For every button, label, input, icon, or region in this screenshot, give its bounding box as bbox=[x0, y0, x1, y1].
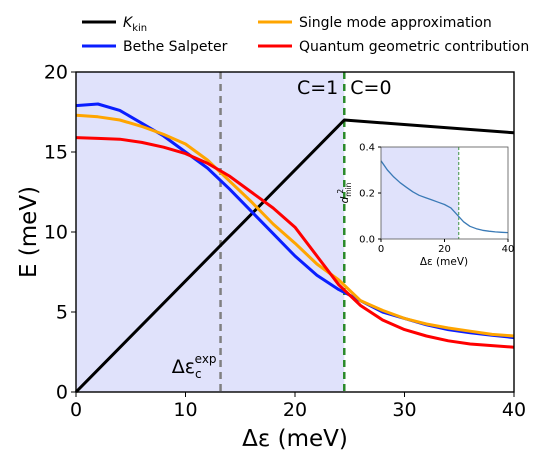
series-k-line bbox=[74, 118, 515, 394]
series-single-mode-approximation-line bbox=[75, 113, 515, 338]
inset-x-tick-label: 0 bbox=[378, 244, 384, 255]
inset-y-tick-label: 0.0 bbox=[359, 235, 375, 246]
y-tick-label: 0 bbox=[56, 382, 68, 404]
inset-y-axis-label: dmin2 bbox=[336, 182, 353, 203]
x-axis-label: Δε (meV) bbox=[242, 426, 348, 452]
y-tick-label: 5 bbox=[56, 302, 68, 324]
inset-shaded-region bbox=[381, 147, 459, 239]
x-tick-label: 40 bbox=[502, 399, 526, 421]
y-tick-label: 15 bbox=[44, 142, 68, 164]
inset-shade-rect bbox=[381, 147, 459, 239]
annotation-eps-c-exp: Δεcexp bbox=[172, 352, 217, 381]
inset-y-tick-label: 0.2 bbox=[359, 189, 375, 200]
y-axis-ticks: 0 5 10 15 20 bbox=[44, 62, 76, 404]
y-tick-label: 10 bbox=[44, 222, 68, 244]
y-axis-label: E (meV) bbox=[16, 186, 42, 278]
x-tick-label: 0 bbox=[70, 399, 82, 421]
x-tick-label: 20 bbox=[283, 399, 307, 421]
legend-label-bethe-salpeter: Bethe Salpeter bbox=[123, 39, 228, 55]
x-tick-label: 10 bbox=[173, 399, 197, 421]
y-tick-label: 20 bbox=[44, 62, 68, 84]
legend-label-single-mode: Single mode approximation bbox=[299, 15, 492, 31]
legend-label-quantum-geometric: Quantum geometric contribution bbox=[299, 39, 529, 55]
legend: Kkin Bethe Salpeter Single mode approxim… bbox=[82, 15, 529, 55]
inset-series-line bbox=[380, 160, 509, 234]
annotation-c1: C=1 bbox=[297, 77, 338, 99]
annotation-c0: C=0 bbox=[350, 77, 391, 99]
inset-x-tick-label: 40 bbox=[502, 244, 515, 255]
inset-y-tick-label: 0.4 bbox=[359, 143, 375, 154]
legend-label-kkin: Kkin bbox=[123, 15, 147, 34]
inset-y-axis-ticks: 0.0 0.2 0.4 bbox=[359, 143, 381, 246]
series-quantum-geometric-contribution-line bbox=[75, 136, 515, 349]
vertical-lines bbox=[219, 72, 346, 392]
x-tick-label: 30 bbox=[392, 399, 416, 421]
inset-x-tick-label: 20 bbox=[438, 244, 451, 255]
series-lines bbox=[74, 102, 515, 394]
inset-x-axis-ticks: 0 20 40 bbox=[378, 239, 515, 255]
inset-chart: 0 20 40 0.0 0.2 0.4 Δε (meV) dmin2 bbox=[336, 143, 514, 269]
inset-series-line-line bbox=[380, 160, 509, 234]
x-axis-ticks: 0 10 20 30 40 bbox=[70, 392, 526, 421]
inset-x-axis-label: Δε (meV) bbox=[420, 256, 468, 268]
